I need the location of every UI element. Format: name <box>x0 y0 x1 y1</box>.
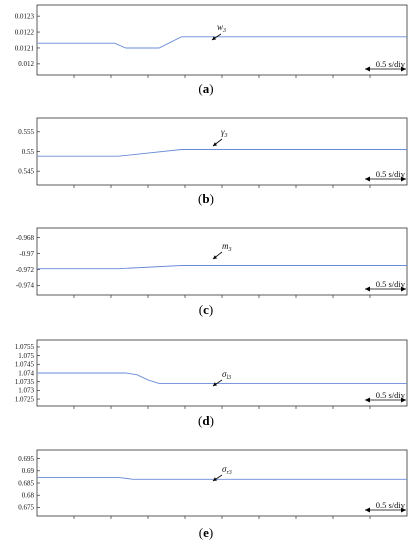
scale-arrow-left <box>365 66 370 72</box>
scale-label: 0.5 s/div <box>376 390 406 400</box>
y-tick-label: 0.685 <box>18 479 34 487</box>
y-tick-label: 1.0755 <box>15 343 35 351</box>
label-arrowhead <box>213 477 217 481</box>
y-tick-label: 1.074 <box>18 369 34 377</box>
scale-arrow-right <box>401 286 406 292</box>
series-line <box>37 265 407 270</box>
y-tick-label: 0.0121 <box>15 44 35 52</box>
series-line <box>37 36 407 49</box>
y-tick-label: 0.012 <box>18 60 34 68</box>
series-line <box>37 476 407 480</box>
y-tick-label: -0.974 <box>16 282 35 290</box>
scale-arrow-right <box>401 507 406 513</box>
scale-label: 0.5 s/div <box>376 279 406 289</box>
y-tick-label: 0.675 <box>18 504 34 512</box>
y-tick-label: -0.97 <box>19 250 34 258</box>
chart-panel-c: -0.968 -0.97 -0.972 -0.974 m3 0.5 s/div (c) <box>16 227 408 317</box>
y-tick-label: 1.0725 <box>15 395 35 403</box>
panel-caption: (c) <box>199 302 213 317</box>
y-tick-label: 0.55 <box>22 148 35 156</box>
y-tick-label: 1.073 <box>18 387 34 395</box>
panel-caption: (d) <box>198 413 214 428</box>
panel-caption: (a) <box>198 81 213 96</box>
panel-caption: (e) <box>199 525 213 540</box>
plot-frame <box>36 449 408 517</box>
label-arrowhead <box>212 36 216 40</box>
chart-panel-e: 0.695 0.69 0.685 0.68 0.675 σr3 0.5 s/div (e) <box>18 449 408 540</box>
y-tick-label: 0.68 <box>22 492 35 500</box>
scale-label: 0.5 s/div <box>376 59 406 69</box>
y-tick-label: 0.555 <box>18 128 34 136</box>
scale-arrow-left <box>365 286 370 292</box>
variable-label: σl3 <box>222 369 231 381</box>
y-tick-label: 0.0123 <box>15 12 35 20</box>
y-tick-label: 0.69 <box>22 467 35 475</box>
y-tick-label: -0.972 <box>16 266 35 274</box>
plot-frame <box>36 4 408 76</box>
y-tick-label: 0.0122 <box>15 28 35 36</box>
series-line <box>37 372 407 384</box>
y-tick-label: 0.545 <box>18 168 34 176</box>
label-arrowhead <box>213 142 217 146</box>
y-tick-label: 1.0735 <box>15 378 35 386</box>
y-tick-label: 1.0745 <box>15 361 35 369</box>
label-arrowhead <box>213 255 217 259</box>
scale-arrow-right <box>401 66 406 72</box>
label-arrowhead <box>213 382 217 386</box>
variable-label: w3 <box>217 22 226 34</box>
chart-panel-b: 0.555 0.55 0.545 γ3 0.5 s/div (b) <box>18 117 408 206</box>
variable-label: γ3 <box>221 127 228 139</box>
plot-frame <box>36 227 408 296</box>
panel-caption: (b) <box>198 191 214 206</box>
scale-arrow-right <box>401 397 406 403</box>
scale-arrow-left <box>365 397 370 403</box>
scale-arrow-right <box>401 176 406 182</box>
scale-arrow-left <box>365 176 370 182</box>
y-tick-label: 0.695 <box>18 455 34 463</box>
series-line <box>37 149 407 157</box>
scale-arrow-left <box>365 507 370 513</box>
variable-label: σr3 <box>222 464 232 476</box>
variable-label: m3 <box>222 241 232 253</box>
y-tick-label: -0.968 <box>16 234 35 242</box>
scale-label: 0.5 s/div <box>376 169 406 179</box>
y-tick-label: 1.075 <box>18 352 34 360</box>
chart-panel-a: 0.0123 0.0122 0.0121 0.012 w3 0.5 s/div (a) <box>15 4 408 96</box>
scale-label: 0.5 s/div <box>376 500 406 510</box>
